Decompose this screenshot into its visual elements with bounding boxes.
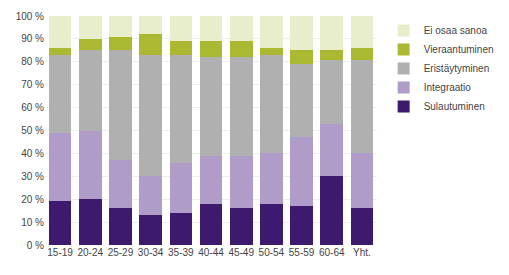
svg-text:60-64: 60-64 — [319, 247, 345, 258]
svg-text:Vieraantuminen: Vieraantuminen — [424, 44, 494, 55]
svg-text:40 %: 40 % — [21, 148, 44, 159]
svg-text:50-54: 50-54 — [259, 247, 285, 258]
svg-text:35-39: 35-39 — [168, 247, 194, 258]
svg-text:70 %: 70 % — [21, 79, 44, 90]
svg-text:Ei osaa sanoa: Ei osaa sanoa — [424, 25, 488, 36]
svg-text:40-44: 40-44 — [198, 247, 224, 258]
svg-text:15-19: 15-19 — [47, 247, 73, 258]
svg-text:20-24: 20-24 — [77, 247, 103, 258]
svg-text:90 %: 90 % — [21, 33, 44, 44]
svg-text:Yht.: Yht. — [353, 247, 371, 258]
svg-text:30-34: 30-34 — [138, 247, 164, 258]
svg-text:45-49: 45-49 — [228, 247, 254, 258]
svg-text:25-29: 25-29 — [108, 247, 134, 258]
svg-text:Integraatio: Integraatio — [424, 82, 472, 93]
svg-text:60 %: 60 % — [21, 102, 44, 113]
svg-text:Eristäytyminen: Eristäytyminen — [424, 63, 490, 74]
svg-text:10 %: 10 % — [21, 217, 44, 228]
svg-text:0 %: 0 % — [27, 240, 44, 251]
svg-text:50 %: 50 % — [21, 125, 44, 136]
svg-text:80 %: 80 % — [21, 56, 44, 67]
svg-text:Sulautuminen: Sulautuminen — [424, 101, 485, 112]
svg-text:100 %: 100 % — [16, 11, 44, 22]
svg-text:55-59: 55-59 — [289, 247, 315, 258]
svg-text:30 %: 30 % — [21, 171, 44, 182]
svg-text:20 %: 20 % — [21, 194, 44, 205]
